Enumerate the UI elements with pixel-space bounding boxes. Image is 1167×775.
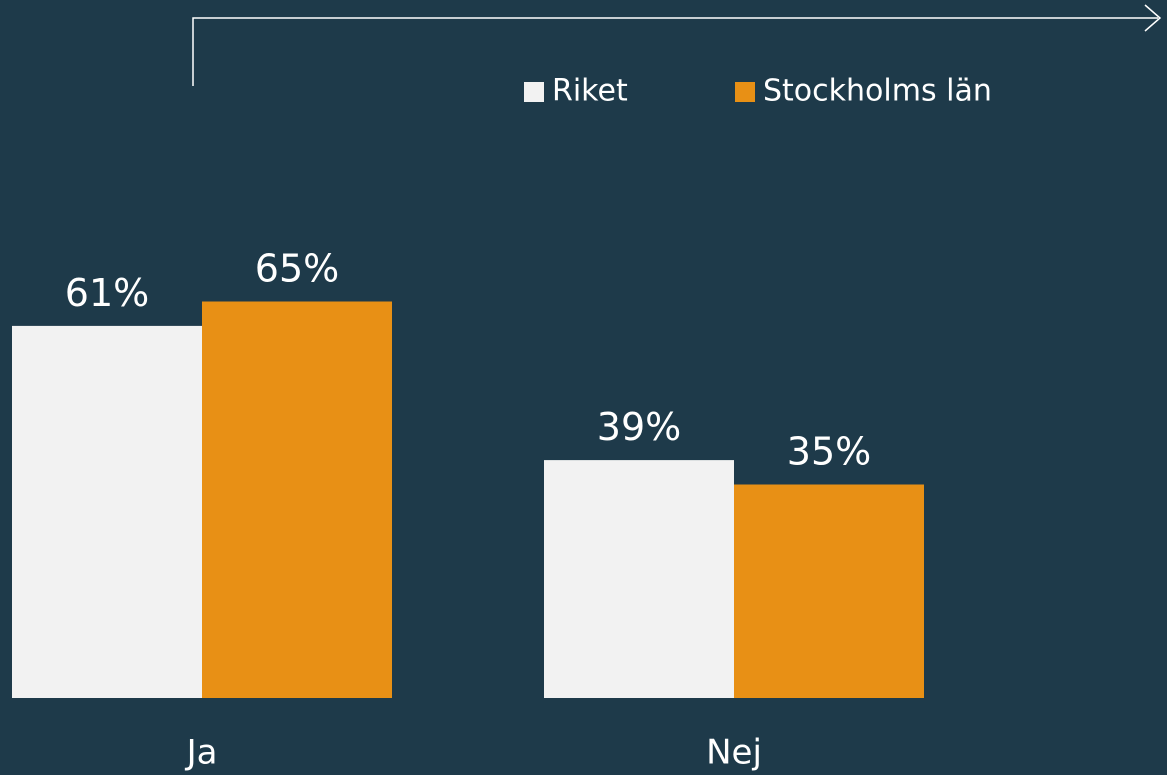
value-label: 61%	[65, 271, 149, 315]
bar	[12, 325, 202, 698]
decorative-arrow	[192, 17, 1158, 86]
category-label: Nej	[706, 733, 762, 773]
value-label: 65%	[255, 247, 339, 291]
arrow-head	[1144, 4, 1162, 32]
legend-label: Stockholms län	[763, 74, 992, 109]
legend-swatch	[524, 82, 544, 102]
bar	[544, 460, 734, 698]
legend-swatch	[735, 82, 755, 102]
bar	[734, 484, 924, 698]
category-label: Ja	[185, 733, 218, 773]
value-label: 39%	[597, 405, 681, 449]
legend-label: Riket	[552, 74, 628, 109]
bar	[202, 301, 392, 698]
value-label: 35%	[787, 430, 871, 474]
